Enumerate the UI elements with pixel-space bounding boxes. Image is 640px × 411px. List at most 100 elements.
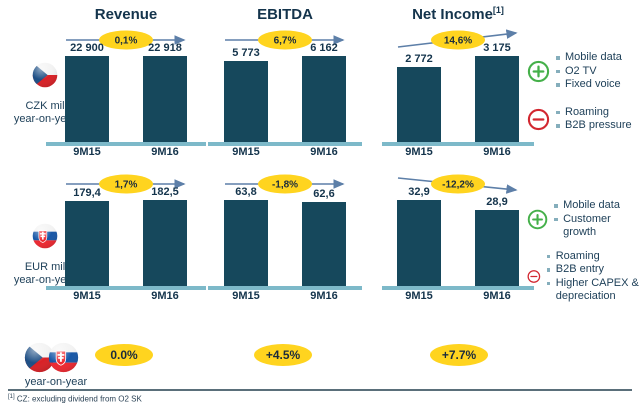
x-label-9m15: 9M15	[73, 290, 101, 302]
trend-arrow: -1,8%	[225, 174, 345, 194]
x-axis-line	[46, 142, 206, 146]
negative-drivers-list: Roaming B2B entry Higher CAPEX & depreci…	[546, 250, 639, 304]
footnote: [1] CZ: excluding dividend from O2 SK	[8, 394, 142, 404]
sk-unit-label: EUR mil year-on-year	[13, 261, 77, 286]
column-title-ebitda-label: EBITDA	[257, 6, 313, 23]
czech-and-slovak-flags-icon	[24, 342, 79, 373]
x-label-9m15: 9M15	[73, 146, 101, 158]
bar-group-9m15: 22 900	[64, 42, 110, 142]
change-badge	[99, 174, 153, 194]
footnote-marker: [1]	[492, 5, 504, 15]
slovak-flag-icon	[48, 342, 79, 373]
bars: 63,8 62,6	[208, 186, 362, 286]
footer-divider	[8, 389, 632, 391]
x-axis-line	[208, 286, 362, 290]
bar-value: 62,6	[313, 188, 335, 200]
bar-9m16	[475, 56, 519, 142]
column-title-revenue: Revenue	[46, 5, 206, 23]
driver-item: Mobile data	[553, 199, 639, 213]
bar-group-9m15: 179,4	[64, 187, 110, 286]
bar-value: 2 772	[405, 53, 433, 65]
bar-group-9m15: 63,8	[223, 186, 269, 286]
x-label-9m16: 9M16	[483, 146, 511, 158]
x-axis-line	[208, 142, 362, 146]
change-badge	[258, 174, 312, 194]
bar-group-9m15: 32,9	[396, 186, 442, 286]
x-label-9m15: 9M15	[232, 146, 260, 158]
bar-group-9m16: 28,9	[474, 196, 520, 286]
bar-value: 32,9	[408, 186, 430, 198]
chart-sk-revenue: 1,7% 179,4 182,5 9M15 9M16	[46, 172, 206, 306]
bar-group-9m16: 3 175	[474, 42, 520, 142]
bar-group-9m16: 182,5	[142, 186, 188, 286]
bar-group-9m15: 2 772	[396, 53, 442, 142]
bar-9m16	[475, 210, 519, 286]
bar-group-9m16: 62,6	[301, 188, 347, 286]
bar-value: 3 175	[483, 42, 511, 54]
bar-value: 179,4	[73, 187, 101, 199]
driver-item: Fixed voice	[555, 78, 622, 92]
summary-change-revenue: 0.0%	[95, 344, 153, 366]
sk-positive-drivers: Mobile data Customer growth	[527, 199, 639, 240]
driver-item: Mobile data	[555, 51, 622, 65]
bar-value: 63,8	[235, 186, 257, 198]
bar-9m16	[143, 56, 187, 142]
bar-value: 22 900	[70, 42, 104, 54]
bar-value: 5 773	[232, 47, 260, 59]
chart-sk-net-income: -12,2% 32,9 28,9 9M15 9M16	[382, 172, 534, 306]
plus-icon	[527, 209, 548, 229]
cz-region-label: CZK mil year-on-year	[2, 62, 88, 126]
x-labels: 9M15 9M16	[208, 146, 362, 162]
bars: 179,4 182,5	[46, 186, 206, 286]
minus-icon	[527, 270, 541, 283]
czech-flag-icon	[32, 62, 58, 88]
driver-item: Higher CAPEX & depreciation	[546, 277, 639, 304]
change-badge	[99, 30, 153, 50]
bar-9m15	[397, 67, 441, 142]
x-label-9m16: 9M16	[151, 146, 179, 158]
slovak-flag-icon	[32, 223, 58, 249]
driver-item: B2B pressure	[555, 119, 632, 133]
bar-9m16	[143, 200, 187, 286]
summary-change-ebitda: +4.5%	[254, 344, 312, 366]
change-value: 1,7%	[115, 180, 138, 191]
summary-change-net-income: +7.7%	[430, 344, 488, 366]
x-label-9m15: 9M15	[232, 290, 260, 302]
driver-item: Roaming	[555, 106, 632, 120]
x-axis-line	[46, 286, 206, 290]
change-value: 0,1%	[115, 36, 138, 47]
chart-sk-ebitda: -1,8% 63,8 62,6 9M15 9M16	[208, 172, 362, 306]
cz-negative-drivers: Roaming B2B pressure	[527, 106, 639, 133]
change-badge	[431, 174, 485, 194]
change-value: -12,2%	[442, 180, 474, 191]
column-title-revenue-label: Revenue	[94, 6, 158, 23]
x-labels: 9M15 9M16	[208, 290, 362, 306]
x-label-9m16: 9M16	[483, 290, 511, 302]
driver-item: Customer growth	[553, 213, 639, 240]
czech-flag-icon	[24, 342, 55, 373]
plus-icon	[527, 60, 550, 82]
trend-arrow: 0,1%	[66, 30, 186, 50]
x-axis-line	[382, 286, 534, 290]
bars: 2 772 3 175	[382, 42, 534, 142]
bar-9m15	[224, 61, 268, 142]
x-label-9m16: 9M16	[310, 146, 338, 158]
x-label-9m15: 9M15	[405, 146, 433, 158]
positive-drivers-list: Mobile data O2 TV Fixed voice	[555, 51, 622, 92]
bar-9m16	[302, 56, 346, 142]
trend-arrow: 14,6%	[397, 29, 518, 50]
sk-region-label: EUR mil year-on-year	[2, 223, 88, 287]
bar-group-9m15: 5 773	[223, 47, 269, 142]
bar-group-9m16: 22 918	[142, 42, 188, 142]
column-title-net-income: Net Income[1]	[382, 5, 534, 23]
trend-arrow: 1,7%	[66, 174, 186, 194]
bar-value: 22 918	[148, 42, 182, 54]
bar-value: 182,5	[151, 186, 179, 198]
bars: 5 773 6 162	[208, 42, 362, 142]
column-title-net-income-label: Net Income	[412, 6, 493, 23]
summary-period-label: year-on-year	[24, 376, 88, 388]
x-labels: 9M15 9M16	[46, 146, 206, 162]
x-label-9m16: 9M16	[151, 290, 179, 302]
x-label-9m16: 9M16	[310, 290, 338, 302]
